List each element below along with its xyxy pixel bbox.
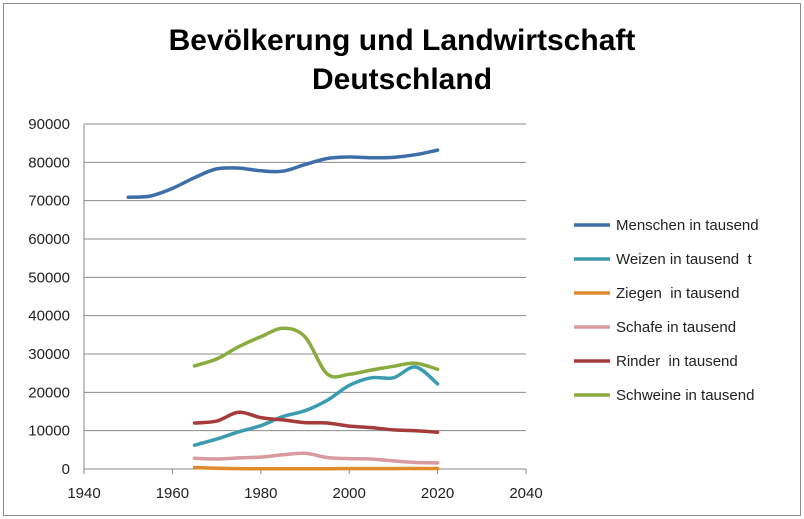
- y-tick-label: 30000: [28, 346, 70, 363]
- y-tick-label: 10000: [28, 423, 70, 440]
- y-tick-label: 0: [62, 461, 70, 478]
- y-tick-label: 70000: [28, 193, 70, 210]
- x-tick-label: 1960: [156, 485, 189, 502]
- x-tick-label: 2000: [333, 485, 366, 502]
- series-line-1: [126, 148, 440, 199]
- y-tick-label: 80000: [28, 154, 70, 171]
- y-tick-label: 90000: [28, 116, 70, 133]
- x-tick-label: 1980: [244, 485, 277, 502]
- series-line-6: [192, 326, 440, 379]
- series-lines: [126, 148, 440, 471]
- legend-label: Menschen in tausend: [616, 217, 759, 234]
- series-line-3: [192, 465, 440, 471]
- x-tick-label: 2040: [509, 485, 542, 502]
- legend-label: Schafe in tausend: [616, 319, 736, 336]
- chart-title-line-1: Bevölkerung und Landwirtschaft: [169, 24, 636, 57]
- legend: Menschen in tausend Weizen in tausend t Zi…: [574, 217, 759, 404]
- series-line-2: [192, 365, 440, 447]
- legend-label: Weizen in tausend t: [616, 251, 752, 268]
- series-line-5: [192, 410, 440, 434]
- x-tick-label: 2020: [421, 485, 454, 502]
- axes: 0 10000 20000 30000 40000 50000 60000 70000 8000…: [28, 116, 542, 502]
- legend-label: Ziegen in tausend: [616, 285, 739, 302]
- y-tick-label: 20000: [28, 384, 70, 401]
- legend-label: Rinder in tausend: [616, 353, 738, 370]
- gridlines: [84, 123, 526, 432]
- legend-label: Schweine in tausend: [616, 387, 754, 404]
- y-tick-label: 40000: [28, 308, 70, 325]
- y-tick-label: 50000: [28, 269, 70, 286]
- series-line-4: [192, 451, 440, 465]
- x-tick-label: 1940: [67, 485, 100, 502]
- chart-title-line-2: Deutschland: [312, 63, 492, 96]
- y-tick-label: 60000: [28, 231, 70, 248]
